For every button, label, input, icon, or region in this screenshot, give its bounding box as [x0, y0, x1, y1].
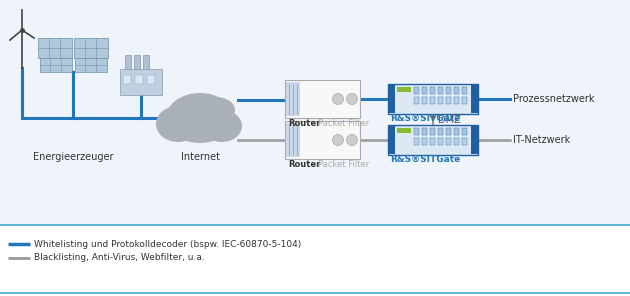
- Circle shape: [346, 134, 357, 146]
- FancyBboxPatch shape: [422, 87, 427, 94]
- FancyBboxPatch shape: [462, 97, 467, 104]
- FancyBboxPatch shape: [134, 55, 140, 71]
- FancyBboxPatch shape: [462, 138, 467, 145]
- FancyBboxPatch shape: [471, 126, 478, 154]
- FancyBboxPatch shape: [454, 97, 459, 104]
- FancyBboxPatch shape: [462, 128, 467, 135]
- FancyBboxPatch shape: [397, 87, 411, 92]
- Text: Router: Router: [288, 119, 321, 128]
- FancyBboxPatch shape: [125, 55, 131, 71]
- Ellipse shape: [202, 110, 242, 142]
- FancyBboxPatch shape: [38, 38, 72, 58]
- Circle shape: [346, 94, 357, 104]
- FancyBboxPatch shape: [422, 128, 427, 135]
- FancyBboxPatch shape: [388, 125, 478, 155]
- Ellipse shape: [197, 97, 235, 123]
- FancyBboxPatch shape: [446, 87, 451, 94]
- Text: Packet Filter: Packet Filter: [318, 119, 369, 128]
- FancyBboxPatch shape: [462, 87, 467, 94]
- FancyBboxPatch shape: [414, 87, 419, 94]
- FancyBboxPatch shape: [438, 97, 443, 104]
- FancyBboxPatch shape: [120, 69, 162, 95]
- FancyBboxPatch shape: [135, 75, 143, 84]
- FancyBboxPatch shape: [285, 80, 360, 118]
- FancyBboxPatch shape: [430, 97, 435, 104]
- Text: DMZ: DMZ: [438, 115, 461, 125]
- FancyBboxPatch shape: [422, 97, 427, 104]
- Circle shape: [333, 94, 343, 104]
- Ellipse shape: [156, 106, 200, 142]
- FancyBboxPatch shape: [388, 84, 478, 114]
- FancyBboxPatch shape: [454, 128, 459, 135]
- FancyBboxPatch shape: [454, 87, 459, 94]
- FancyBboxPatch shape: [143, 55, 149, 71]
- Text: Internet: Internet: [181, 152, 219, 162]
- Text: Whitelisting und Protokolldecoder (bspw. IEC-60870-5-104): Whitelisting und Protokolldecoder (bspw.…: [34, 239, 301, 249]
- Ellipse shape: [176, 94, 220, 122]
- Text: R&S®SITGate: R&S®SITGate: [390, 114, 461, 123]
- FancyBboxPatch shape: [430, 128, 435, 135]
- Ellipse shape: [166, 93, 234, 143]
- FancyBboxPatch shape: [123, 75, 131, 84]
- FancyBboxPatch shape: [430, 138, 435, 145]
- FancyBboxPatch shape: [438, 128, 443, 135]
- FancyBboxPatch shape: [454, 138, 459, 145]
- FancyBboxPatch shape: [438, 138, 443, 145]
- FancyBboxPatch shape: [414, 128, 419, 135]
- FancyBboxPatch shape: [438, 87, 443, 94]
- FancyBboxPatch shape: [388, 85, 395, 113]
- FancyBboxPatch shape: [414, 138, 419, 145]
- FancyBboxPatch shape: [286, 123, 300, 157]
- FancyBboxPatch shape: [75, 58, 107, 72]
- FancyBboxPatch shape: [446, 138, 451, 145]
- Text: Prozessnetzwerk: Prozessnetzwerk: [513, 94, 595, 104]
- FancyBboxPatch shape: [40, 58, 72, 72]
- Text: Blacklisting, Anti-Virus, Webfilter, u.a.: Blacklisting, Anti-Virus, Webfilter, u.a…: [34, 253, 205, 263]
- Text: Energieerzeuger: Energieerzeuger: [33, 152, 113, 162]
- Circle shape: [333, 134, 343, 146]
- FancyBboxPatch shape: [397, 128, 411, 133]
- Text: IT-Netzwerk: IT-Netzwerk: [513, 135, 570, 145]
- FancyBboxPatch shape: [446, 128, 451, 135]
- FancyBboxPatch shape: [446, 97, 451, 104]
- FancyBboxPatch shape: [471, 85, 478, 113]
- FancyBboxPatch shape: [422, 138, 427, 145]
- Text: Packet Filter: Packet Filter: [318, 160, 369, 169]
- FancyBboxPatch shape: [0, 0, 630, 225]
- FancyBboxPatch shape: [388, 126, 395, 154]
- FancyBboxPatch shape: [414, 97, 419, 104]
- Text: R&S®SITGate: R&S®SITGate: [390, 155, 461, 164]
- FancyBboxPatch shape: [285, 121, 360, 159]
- FancyBboxPatch shape: [286, 82, 300, 116]
- FancyBboxPatch shape: [74, 38, 108, 58]
- FancyBboxPatch shape: [147, 75, 155, 84]
- FancyBboxPatch shape: [430, 87, 435, 94]
- Text: Router: Router: [288, 160, 321, 169]
